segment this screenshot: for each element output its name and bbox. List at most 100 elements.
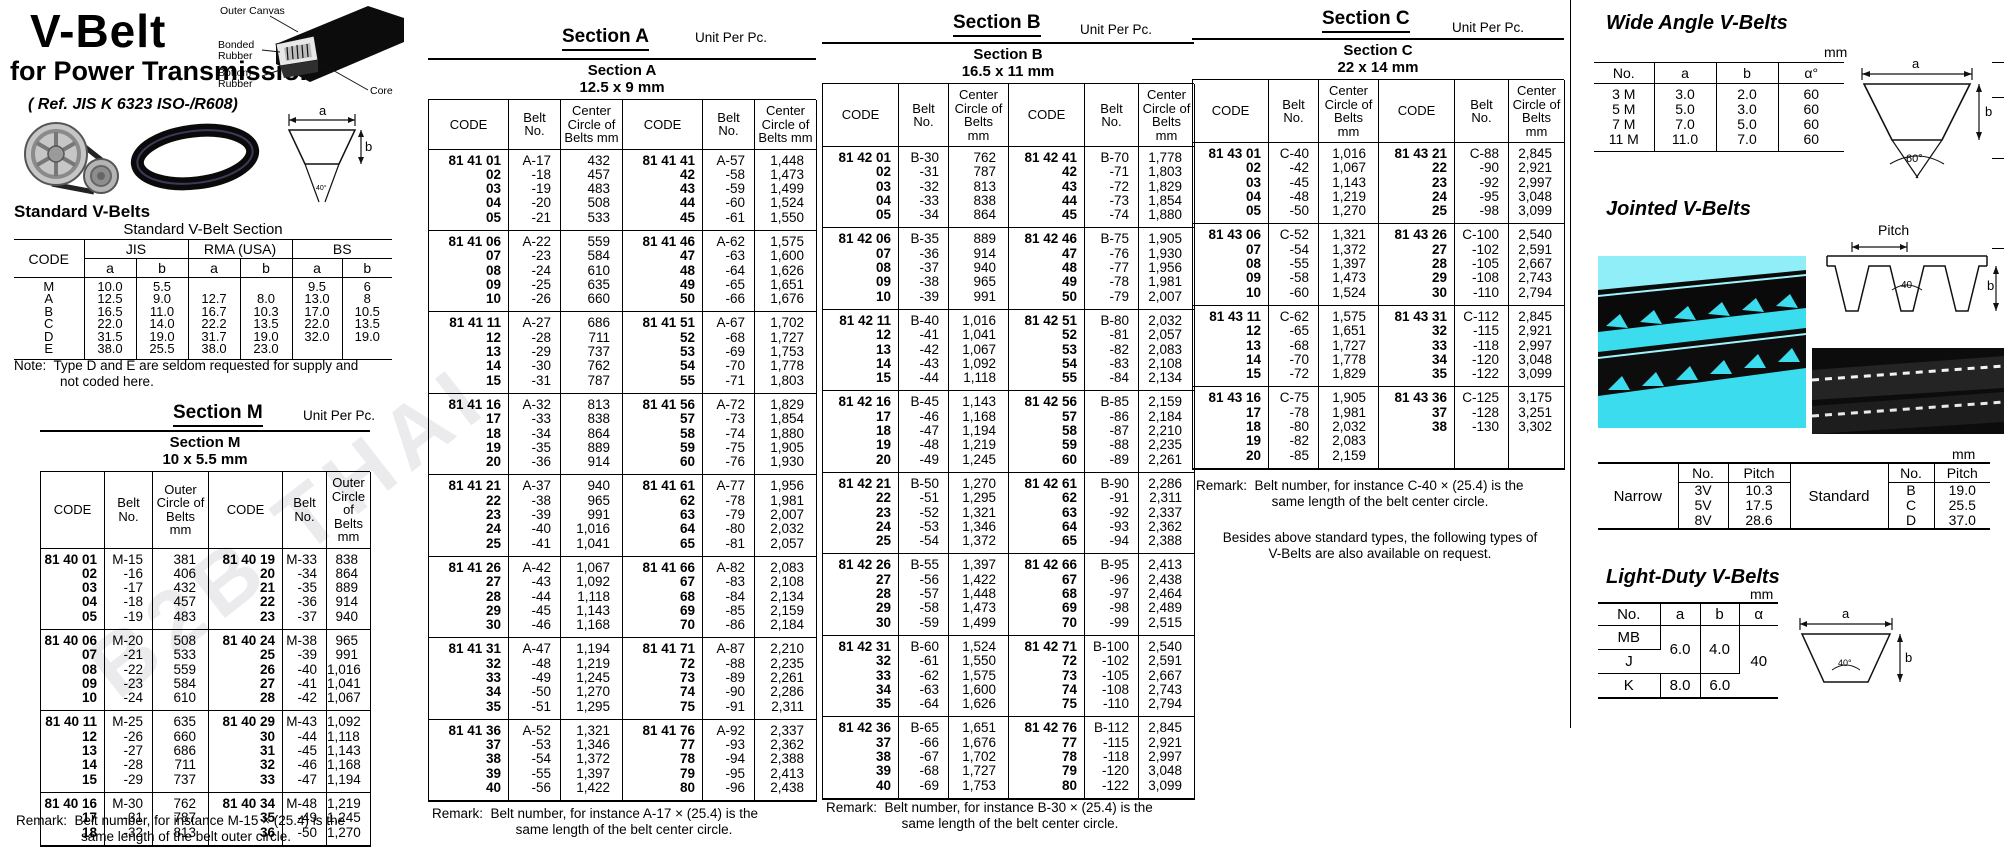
table-row: 03 -19 483 43 -59 1,499 <box>428 181 817 197</box>
table-row: 07 -21 533 25 -39 991 <box>40 647 371 663</box>
cell: 2,032 <box>770 521 804 537</box>
cell: B-70 <box>1084 146 1139 166</box>
table-row: 03 -17 432 21 -35 889 <box>40 580 371 596</box>
cell: -27 <box>104 743 153 759</box>
table-row: 15 -44 1,118 55 -84 2,134 <box>822 371 1195 391</box>
table-row: 81 42 11 B-40 1,016 81 42 51 B-80 2,032 <box>822 308 1195 329</box>
cell: 64 <box>1008 519 1085 535</box>
cell: 22 <box>1378 160 1455 176</box>
table-row: 24 -40 1,016 64 -80 2,032 <box>428 521 817 537</box>
cell: -58 <box>1268 271 1319 286</box>
cell: 2,921 <box>1518 323 1552 339</box>
cell <box>1378 434 1455 449</box>
cell: -36 <box>282 595 327 610</box>
cell <box>188 277 241 294</box>
cell: -45 <box>282 743 327 759</box>
cell: 610 <box>560 263 623 278</box>
cell: 11.0 <box>136 305 189 319</box>
cell <box>1509 434 1565 448</box>
cell: 1,219 <box>326 791 371 812</box>
cell: M-38 <box>282 628 327 649</box>
table-row: 23 -39 991 63 -79 2,007 <box>428 507 817 523</box>
cell: -32 <box>898 179 949 194</box>
cell: 1,270 <box>948 471 1009 492</box>
cell: -95 <box>702 766 755 782</box>
cell: 23 <box>822 505 899 520</box>
cell: 25 <box>428 536 509 557</box>
table-row: 38 -67 1,702 78 -118 2,997 <box>822 749 1195 765</box>
cell: 2,413 <box>1138 553 1195 573</box>
cell: 10 <box>428 292 509 312</box>
col-header: α <box>1739 603 1778 626</box>
col-header: Belt No. <box>1084 84 1139 147</box>
table-row: 08 -55 1,397 28 -105 2,667 <box>1192 256 1565 272</box>
table-row: 3 M 3.0 2.0 60 <box>1594 83 1844 102</box>
cell: 2,921 <box>1148 734 1182 750</box>
cell: 3,048 <box>1148 763 1182 779</box>
cell: A-77 <box>702 474 755 494</box>
cell: -69 <box>898 778 949 799</box>
cell: 54 <box>1008 356 1085 372</box>
cell: 432 <box>152 580 209 596</box>
cell: MB <box>1598 625 1661 650</box>
cell: 813 <box>152 825 209 846</box>
cell: 47 <box>622 248 703 264</box>
cell: -49 <box>508 670 561 686</box>
cell: 1,524 <box>770 195 804 211</box>
standard-table-title: Standard V-Belt Section <box>123 221 283 238</box>
cell: -96 <box>1084 572 1139 588</box>
cell: 2,438 <box>770 780 804 796</box>
table-row: 03 -45 1,143 23 -92 2,997 <box>1192 175 1565 190</box>
cell: -108 <box>1454 271 1509 286</box>
cell: 43 <box>1008 179 1085 194</box>
table-row: 3V 10.3 B 19.0 <box>1598 482 1990 498</box>
cell: -122 <box>1084 778 1139 799</box>
table-row: 23 -52 1,321 63 -92 2,337 <box>822 505 1195 520</box>
cell: 2,159 <box>1318 448 1379 469</box>
cell: 1,575 <box>754 229 817 250</box>
cell: 7 M <box>1594 117 1655 132</box>
cell: 1,575 <box>1318 304 1379 325</box>
cell: 27 <box>208 676 283 692</box>
table-row: 25 -41 1,041 65 -81 2,057 <box>428 536 817 557</box>
cell: 81 42 11 <box>822 308 899 329</box>
jointed-belt-photo-cyan <box>1598 256 1806 428</box>
cell: 37 <box>822 735 899 750</box>
light-duty-angle-label: 40° <box>1838 658 1852 668</box>
cell: 1,346 <box>948 519 1009 535</box>
cell: -17 <box>104 580 153 596</box>
col-header: CODE <box>1378 80 1455 143</box>
row-band: 81 42 11 B-40 1,016 81 42 51 B-80 2,032 12 -41 1… <box>822 308 1195 391</box>
cell: -97 <box>1084 586 1139 602</box>
cell: 864 <box>948 208 1009 228</box>
cell: A <box>14 292 85 306</box>
table-row: 10 -26 660 50 -66 1,676 <box>428 292 817 312</box>
col-header: a <box>1660 603 1701 626</box>
cell: 838 <box>948 193 1009 209</box>
cell: -36 <box>898 246 949 262</box>
cell: -22 <box>104 662 153 677</box>
cell: B-60 <box>898 634 949 655</box>
cell: 991 <box>335 647 358 663</box>
cell: -87 <box>1084 423 1139 439</box>
cell: -29 <box>104 772 153 793</box>
cell: -79 <box>702 507 755 523</box>
cell: 15 <box>1192 367 1269 387</box>
cell: 1,803 <box>1148 164 1182 180</box>
cell: M-48 <box>282 791 327 812</box>
page-subtitle: for Power Transmission <box>10 56 317 86</box>
cell: 81 41 66 <box>622 555 703 576</box>
cell: 381 <box>152 547 209 567</box>
table-row: 02 -31 787 42 -71 1,803 <box>822 164 1195 180</box>
cell: 05 <box>1192 204 1269 224</box>
cell: 2,362 <box>1148 518 1182 534</box>
cell: 508 <box>560 196 623 211</box>
cell: 57 <box>1008 409 1085 425</box>
cell: 2,057 <box>1148 327 1182 343</box>
cell: -50 <box>282 825 327 846</box>
cell: 22 <box>208 595 283 610</box>
cell: -66 <box>702 292 755 312</box>
cell: -102 <box>1084 653 1139 669</box>
col-code: CODE <box>14 239 85 278</box>
table-row: 05 -50 1,270 25 -98 3,099 <box>1192 204 1565 224</box>
